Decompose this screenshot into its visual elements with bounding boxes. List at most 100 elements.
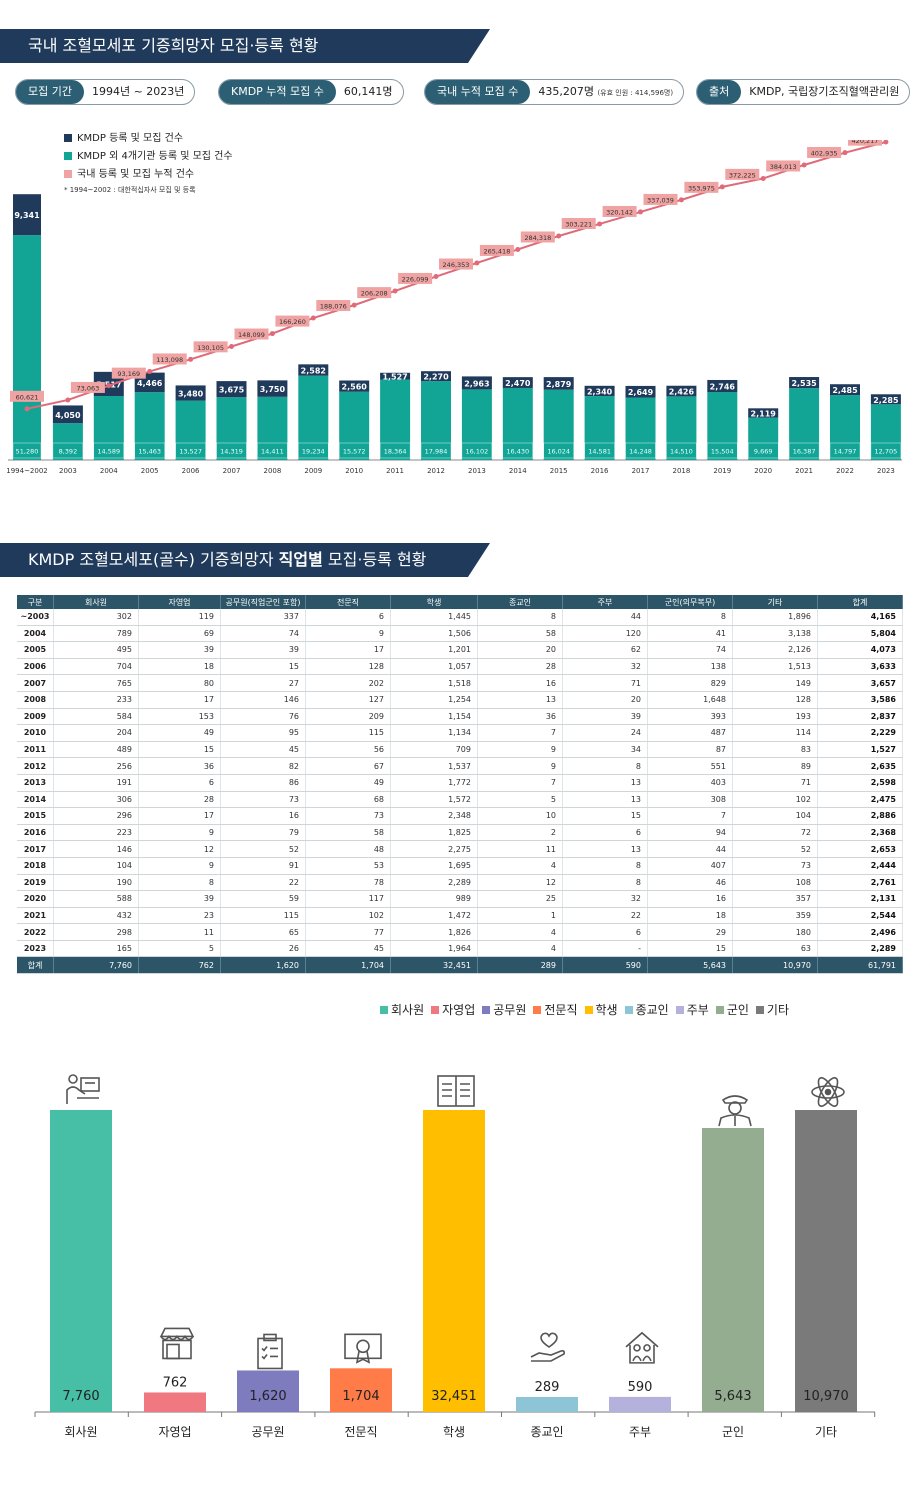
- table-cell: 2017: [17, 840, 54, 858]
- icon-part: [68, 1074, 78, 1084]
- bar-others-label: 16,024: [547, 448, 570, 456]
- table-cell: 15: [138, 741, 221, 759]
- table-cell: 308: [647, 791, 733, 809]
- table-cell: 61,791: [817, 956, 903, 975]
- cumulative-point: [310, 315, 316, 321]
- bar-kmdp-label: 2,270: [423, 373, 449, 382]
- table-header-cell: 자영업: [138, 595, 221, 609]
- table-cell: 1,648: [647, 691, 733, 709]
- bar-others-label-box: [298, 442, 329, 459]
- icon-part: [632, 1355, 652, 1362]
- occupation-table: 구분 회사원 자영업 공무원(직업군인 포함) 전문직 학생 종교인 주부 군인(의무복무) 기타…: [17, 595, 903, 975]
- bar-kmdp-label: 2,746: [710, 383, 736, 392]
- table-cell: 76: [220, 708, 306, 726]
- cumulative-point: [269, 331, 275, 337]
- bar-others-label: 51,280: [16, 448, 39, 456]
- table-cell: 32,451: [390, 956, 478, 975]
- table-cell: 128: [305, 658, 391, 676]
- bar-others-label-box: [12, 442, 42, 459]
- bar-kmdp: [298, 364, 329, 376]
- table-header-cell: 구분: [17, 595, 54, 609]
- table-cell: 7,760: [53, 956, 139, 975]
- table-cell: 115: [305, 724, 391, 742]
- table-cell: 63: [732, 940, 818, 958]
- x-category-label: 학생: [443, 1425, 465, 1439]
- table-row: 2005 495 39 39 17 1,201 20 62 74 2,126 4,073: [17, 641, 903, 659]
- chart1-stacked-bar-line: 51,280 9,341 1994~2002 8,392 4,050 2003 14,589…: [6, 140, 902, 475]
- table-cell: 149: [732, 674, 818, 692]
- bar-others-label-box: [52, 442, 84, 459]
- table-cell: 190: [53, 874, 139, 892]
- table-body: ~2003 302 119 337 6 1,445 8 44 8 1,896 4,165 2004 78…: [17, 609, 903, 975]
- table-cell: 4: [477, 923, 563, 941]
- table-cell: 8: [562, 874, 648, 892]
- table-cell: 1,704: [305, 956, 391, 975]
- table-row: 2013 191 6 86 49 1,772 7 13 403 71 2,598: [17, 774, 903, 792]
- table-cell: 45: [305, 940, 391, 958]
- bar-kmdp-label: 2,649: [628, 388, 654, 397]
- table-cell: 298: [53, 923, 139, 941]
- bar-others-label: 16,430: [506, 448, 529, 456]
- bar-value-label: 7,760: [62, 1389, 99, 1404]
- table-cell: 302: [53, 609, 139, 626]
- icon-part: [625, 1331, 659, 1364]
- cumulative-label-box: [766, 160, 801, 172]
- table-cell: 102: [305, 907, 391, 925]
- section2-title-banner: KMDP 조혈모세포(골수) 기증희망자 직업별 모집·등록 현황: [0, 543, 490, 577]
- table-row: 2014 306 28 73 68 1,572 5 13 308 102 2,475: [17, 791, 903, 809]
- x-category-label: 종교인: [530, 1425, 563, 1439]
- bar-others-label-box: [339, 442, 370, 459]
- soldier-icon: [718, 1095, 752, 1127]
- bar-kmdp: [461, 376, 492, 390]
- table-cell: 52: [220, 840, 306, 858]
- x-tick-label: 2010: [345, 467, 363, 475]
- cumulative-label-box: [316, 300, 351, 312]
- chart2-legend: 회사원 자영업 공무원 전문직 학생 종교인 주부 군인 기타: [380, 1001, 796, 1018]
- legend-swatch: [482, 1006, 491, 1014]
- heart-hand-icon: [530, 1332, 565, 1362]
- table-cell: 2,598: [817, 774, 903, 792]
- table-cell: 2020: [17, 890, 54, 908]
- table-cell: 765: [53, 674, 139, 692]
- bar-others-label-box: [584, 442, 615, 459]
- table-cell: 193: [732, 708, 818, 726]
- table-cell: 223: [53, 824, 139, 842]
- table-cell: 3,657: [817, 674, 903, 692]
- bar-kmdp-label: 2,879: [546, 380, 572, 389]
- icon-part: [817, 1077, 839, 1107]
- table-cell: 588: [53, 890, 139, 908]
- bar-others-label-box: [379, 442, 411, 459]
- bar-kmdp-label: 1,527: [382, 373, 407, 382]
- table-cell: 146: [53, 840, 139, 858]
- cumulative-label: 372,225: [729, 171, 756, 179]
- cumulative-label: 284,318: [524, 234, 551, 242]
- bar-others-label-box: [216, 442, 247, 459]
- bar-value-label: 289: [535, 1380, 560, 1395]
- x-tick-label: 2016: [591, 467, 609, 475]
- legend-swatch: [675, 1006, 684, 1014]
- cumulative-label: 148,099: [238, 331, 265, 339]
- table-cell: 762: [138, 956, 221, 975]
- bar-kmdp-label: 2,582: [301, 367, 326, 376]
- cumulative-point: [760, 175, 766, 181]
- legend-item: 자영업: [431, 1001, 475, 1018]
- table-cell: 44: [562, 609, 648, 626]
- home-family-icon: [625, 1331, 659, 1364]
- table-cell: 39: [138, 641, 221, 659]
- bar-others-label-box: [788, 442, 820, 459]
- table-cell: 8: [138, 874, 221, 892]
- table-header-cell: 주부: [562, 595, 648, 609]
- legend-footnote: * 1994~2002 : 대한적십자사 모집 및 등록: [64, 186, 196, 194]
- cumulative-point: [24, 406, 30, 412]
- bar-value-label: 1,704: [342, 1389, 379, 1404]
- x-tick-label: 1994~2002: [6, 467, 48, 475]
- table-cell: 1,254: [390, 691, 478, 709]
- table-cell: 29: [647, 923, 733, 941]
- table-cell: 2019: [17, 874, 54, 892]
- table-cell: 91: [220, 857, 306, 875]
- bar-value-label: 590: [628, 1380, 653, 1395]
- chart1-legend: KMDP 등록 및 모집 건수 KMDP 외 4개기관 등록 및 모집 건수 국…: [64, 130, 233, 196]
- table-cell: 403: [647, 774, 733, 792]
- x-tick-label: 2012: [427, 467, 445, 475]
- bar-kmdp: [216, 381, 247, 398]
